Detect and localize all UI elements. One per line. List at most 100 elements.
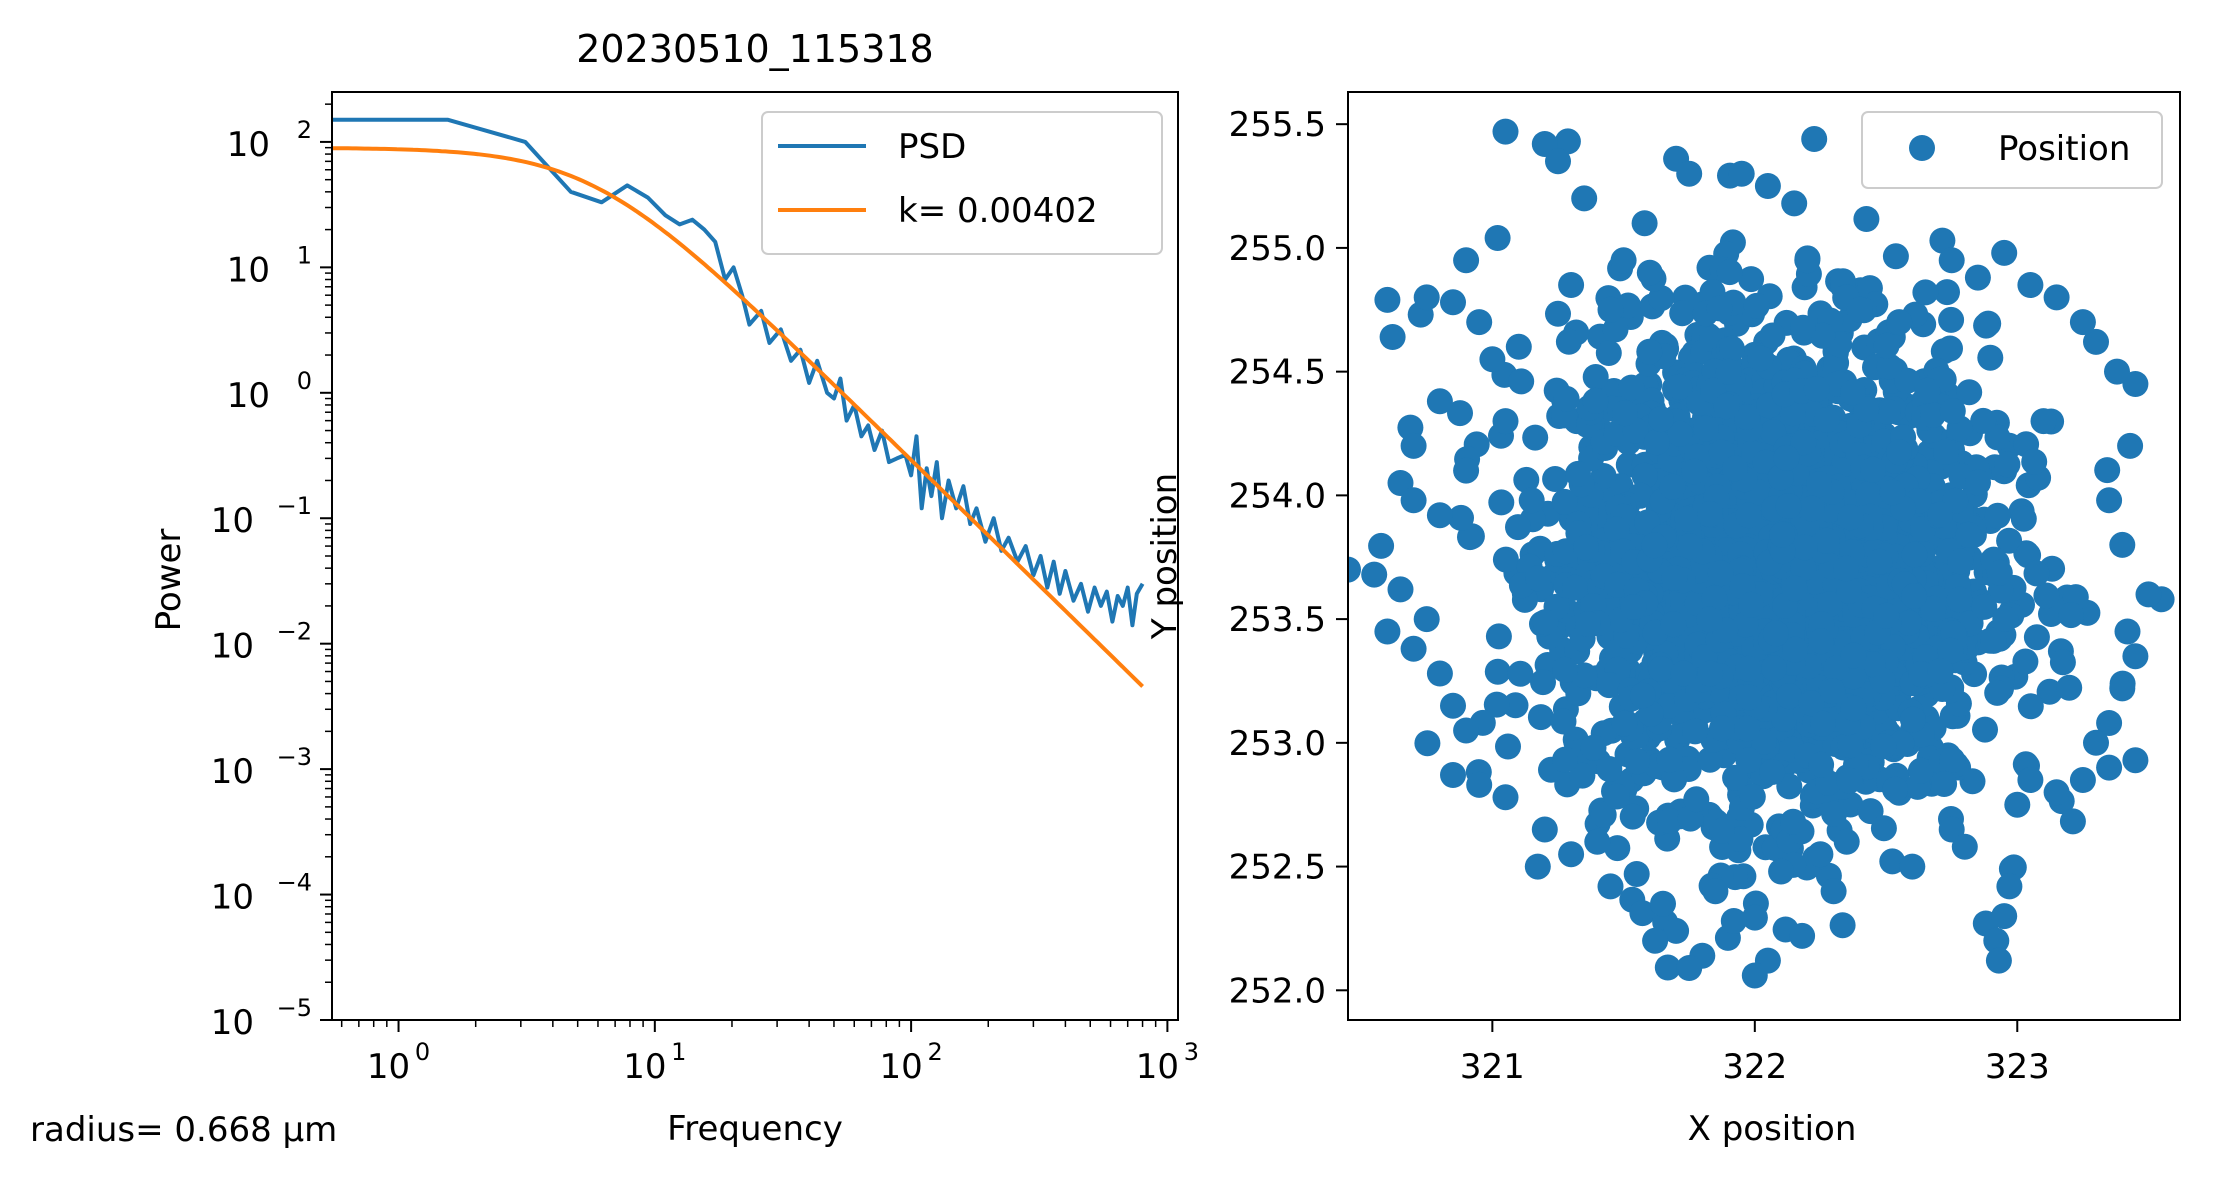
position-point	[1643, 429, 1670, 456]
y-axis-label: Y position	[1145, 473, 1185, 640]
position-point	[1927, 501, 1954, 528]
position-point	[1836, 767, 1863, 794]
position-point	[1821, 800, 1848, 827]
position-point	[1767, 464, 1794, 491]
position-point	[1648, 656, 1675, 682]
position-point	[1663, 917, 1690, 944]
position-point	[1939, 746, 1966, 773]
position-point	[1426, 660, 1453, 687]
position-point	[1709, 715, 1735, 742]
legend-box	[1861, 111, 2163, 189]
position-point	[1488, 489, 1515, 516]
position-point	[1790, 555, 1817, 582]
position-point	[1676, 160, 1703, 187]
position-point	[1735, 684, 1762, 711]
position-point	[1938, 306, 1965, 333]
y-tick-label: 252.5	[1229, 848, 1326, 888]
position-point	[1722, 455, 1748, 482]
position-point	[1552, 538, 1579, 565]
position-point	[1604, 835, 1631, 862]
position-point	[1759, 759, 1786, 785]
position-point	[1387, 576, 1414, 603]
position-point	[1483, 691, 1510, 718]
legend-label-psd: PSD	[898, 127, 966, 167]
position-point	[1707, 560, 1734, 587]
position-point	[1701, 585, 1728, 612]
position-point	[1886, 439, 1912, 466]
position-point	[1719, 335, 1745, 362]
position-point	[1667, 420, 1693, 447]
position-point	[1972, 716, 1998, 743]
position-point	[2030, 408, 2057, 435]
position-point	[1734, 404, 1761, 430]
position-point	[1584, 828, 1611, 855]
legend-label-fit: k= 0.00402	[898, 191, 1098, 231]
position-point	[1840, 695, 1867, 722]
position-point	[1956, 379, 1983, 406]
position-point	[1794, 247, 1821, 274]
x-tick-label: 10	[1136, 1047, 1179, 1087]
position-point	[2017, 272, 2044, 298]
position-point	[2033, 582, 2060, 609]
position-point	[2109, 531, 2136, 558]
position-point	[1466, 309, 1493, 336]
position-point	[1985, 947, 2012, 974]
position-point	[1937, 335, 1963, 362]
position-point	[1992, 605, 2019, 632]
y-tick-label: 254.5	[1229, 353, 1326, 393]
position-point	[1820, 878, 1847, 905]
position-point	[1453, 717, 1480, 744]
position-point	[1895, 609, 1922, 636]
position-point	[1934, 279, 1960, 306]
position-point	[1965, 469, 1991, 496]
position-point	[1901, 583, 1928, 609]
position-point	[1907, 757, 1934, 784]
position-point	[1734, 715, 1761, 742]
position-point	[1776, 773, 1803, 800]
position-point	[1951, 833, 1978, 860]
position-point	[1485, 623, 1512, 650]
position-point	[1789, 922, 1816, 949]
x-tick-label: 10	[879, 1047, 922, 1087]
position-point	[1994, 451, 2021, 478]
position-point	[1611, 710, 1638, 737]
position-point	[1400, 487, 1427, 514]
position-point	[1713, 393, 1740, 420]
position-point	[1610, 247, 1637, 274]
position-point	[2094, 457, 2121, 484]
position-point	[1569, 762, 1596, 789]
position-point	[1741, 962, 1768, 989]
position-point	[1513, 466, 1540, 493]
position-point	[1747, 345, 1774, 372]
position-point	[1670, 660, 1697, 687]
y-tick-label: 10	[211, 1003, 254, 1043]
position-chart: 321 322 323 252.0 252.5 253.0 253.5 254.0 254.5…	[1145, 91, 2181, 1149]
position-point	[1682, 718, 1709, 745]
position-point	[1879, 479, 1906, 506]
x-tick-label: 323	[1985, 1047, 2050, 1087]
psd-line	[332, 117, 1145, 628]
position-point	[1947, 548, 1974, 575]
position-point	[1817, 591, 1843, 618]
position-point	[1552, 656, 1579, 683]
position-point	[1453, 247, 1480, 274]
position-point	[1508, 368, 1535, 395]
position-point	[2096, 754, 2123, 781]
position-point	[1791, 534, 1818, 561]
position-point	[1991, 239, 2018, 266]
position-point	[1681, 458, 1708, 485]
position-point	[1484, 658, 1511, 685]
position-point	[1532, 609, 1559, 636]
position-point	[1656, 746, 1683, 773]
position-point	[1661, 564, 1688, 591]
position-point	[2036, 678, 2063, 705]
position-point	[1722, 764, 1749, 791]
position-point	[2017, 767, 2044, 793]
position-point	[1590, 801, 1617, 828]
position-point	[1901, 541, 1928, 568]
position-point	[2096, 487, 2123, 514]
position-point	[1762, 620, 1789, 647]
y-tick-label: 10	[227, 125, 270, 165]
x-tick-exponent: 1	[671, 1038, 686, 1066]
position-point	[2023, 560, 2050, 587]
